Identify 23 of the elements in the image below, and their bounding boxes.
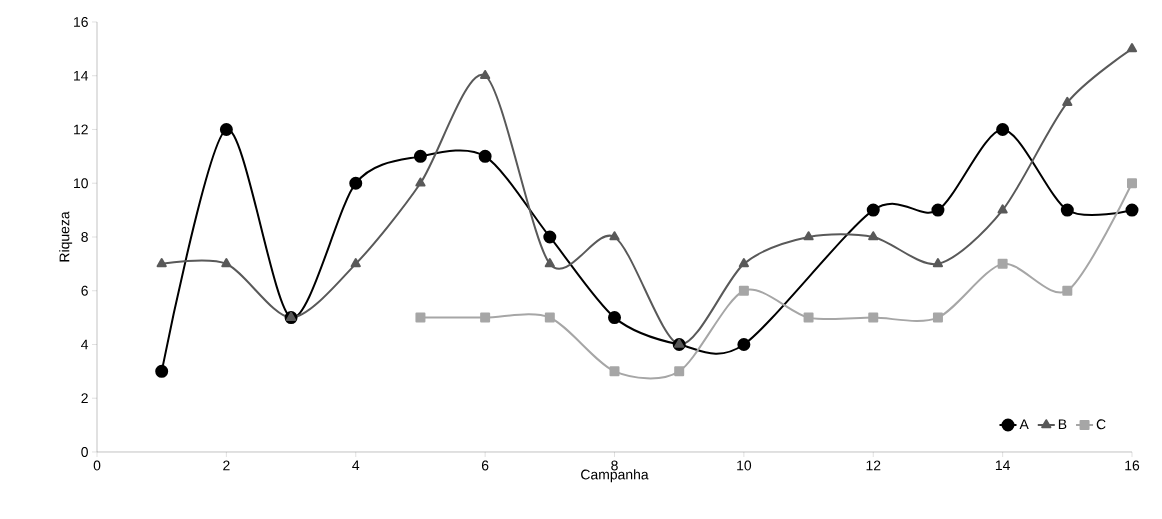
legend-label: C	[1096, 419, 1106, 430]
x-tick-label: 8	[611, 460, 618, 471]
y-tick-label: 4	[81, 339, 89, 350]
x-tick-label: 2	[223, 460, 230, 471]
y-tick-label: 0	[81, 447, 88, 457]
y-tick-label: 10	[74, 178, 88, 189]
x-tick-label: 12	[866, 460, 881, 471]
y-tick-label: 12	[74, 124, 88, 135]
x-tick-label: 10	[737, 460, 752, 471]
x-tick-label: 16	[1125, 460, 1140, 471]
legend-label: A	[1019, 419, 1029, 430]
x-axis-title: Campanha	[581, 469, 649, 483]
y-tick-label: 2	[81, 393, 88, 404]
y-axis-title: Riqueza	[59, 211, 73, 262]
y-tick-label: 8	[81, 232, 88, 242]
x-tick-label: 6	[481, 460, 489, 471]
y-tick-label: 6	[81, 285, 88, 296]
y-tick-label: 14	[74, 70, 89, 81]
y-tick-label: 16	[74, 17, 88, 27]
x-tick-label: 14	[995, 460, 1010, 471]
x-tick-label: 4	[352, 460, 360, 471]
x-tick-label: 0	[93, 460, 101, 471]
legend-label: B	[1058, 419, 1067, 430]
